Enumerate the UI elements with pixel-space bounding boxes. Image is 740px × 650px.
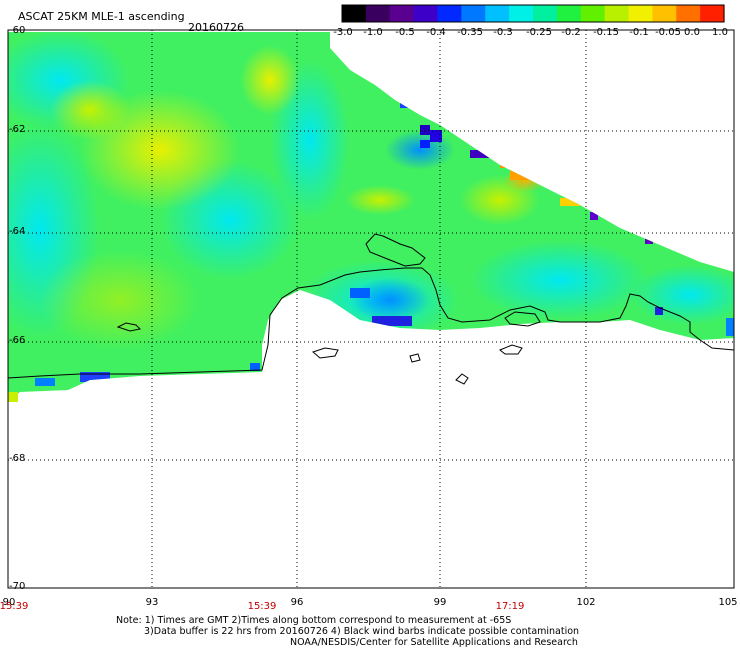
- lat-label: -60: [9, 25, 26, 36]
- colorbar-segment: [580, 5, 606, 22]
- colorbar-segment: [461, 5, 486, 22]
- note-line-2: 3)Data buffer is 22 hrs from 20160726 4)…: [144, 626, 580, 637]
- colorbar-label: -0.15: [593, 27, 619, 38]
- lon-label: 99: [433, 597, 447, 608]
- colorbar-segment: [652, 5, 677, 22]
- map-date: 20160726: [188, 21, 244, 34]
- colorbar-segment: [437, 5, 462, 22]
- colorbar-segment: [342, 5, 367, 22]
- colorbar-segment: [389, 5, 415, 22]
- lat-label: -70: [9, 581, 26, 592]
- note-line-3: NOAA/NESDIS/Center for Satellite Applica…: [290, 637, 578, 648]
- colorbar-segment: [533, 5, 558, 22]
- colorbar-label: 0.0: [684, 27, 700, 38]
- colorbar: [342, 5, 725, 22]
- colorbar-frame: [341, 4, 725, 23]
- note-line-1: Note: 1) Times are GMT 2)Times along bot…: [116, 615, 512, 626]
- data-swath: [8, 32, 734, 402]
- colorbar-segment: [628, 5, 653, 22]
- lat-label: -62: [9, 124, 26, 135]
- colorbar-label: -0.4: [426, 27, 446, 38]
- colorbar-label: -0.2: [561, 27, 581, 38]
- colorbar-label: -0.05: [655, 27, 681, 38]
- colorbar-segment: [485, 5, 510, 22]
- colorbar-segment: [700, 5, 725, 22]
- lat-label: -68: [9, 453, 26, 464]
- colorbar-label: -1.0: [363, 27, 383, 38]
- colorbar-segment: [509, 5, 534, 22]
- lat-label: -66: [9, 335, 26, 346]
- lon-label: 105: [718, 597, 738, 608]
- colorbar-label: -0.25: [526, 27, 552, 38]
- lon-label: 102: [576, 597, 596, 608]
- colorbar-segment: [676, 5, 701, 22]
- time-label: 15:39: [0, 601, 29, 612]
- time-label: 15:39: [247, 601, 277, 612]
- map-grid: [8, 30, 734, 588]
- map-title: ASCAT 25KM MLE-1 ascending: [18, 10, 185, 23]
- colorbar-label: -0.35: [457, 27, 483, 38]
- map-frame: [7, 29, 735, 589]
- colorbar-label: -0.5: [395, 27, 415, 38]
- lon-label: 96: [290, 597, 304, 608]
- colorbar-label: -0.1: [629, 27, 649, 38]
- colorbar-label: 1.0: [712, 27, 728, 38]
- time-label: 17:19: [495, 601, 525, 612]
- colorbar-segment: [413, 5, 439, 22]
- colorbar-label: -0.3: [493, 27, 513, 38]
- coastline: [7, 233, 735, 385]
- lon-label: 90: [2, 597, 16, 608]
- colorbar-label: -3.0: [333, 27, 353, 38]
- lon-label: 93: [145, 597, 159, 608]
- colorbar-segment: [556, 5, 582, 22]
- colorbar-segment: [365, 5, 391, 22]
- colorbar-segment: [604, 5, 630, 22]
- lat-label: -64: [9, 226, 26, 237]
- data-pixel: [8, 392, 18, 402]
